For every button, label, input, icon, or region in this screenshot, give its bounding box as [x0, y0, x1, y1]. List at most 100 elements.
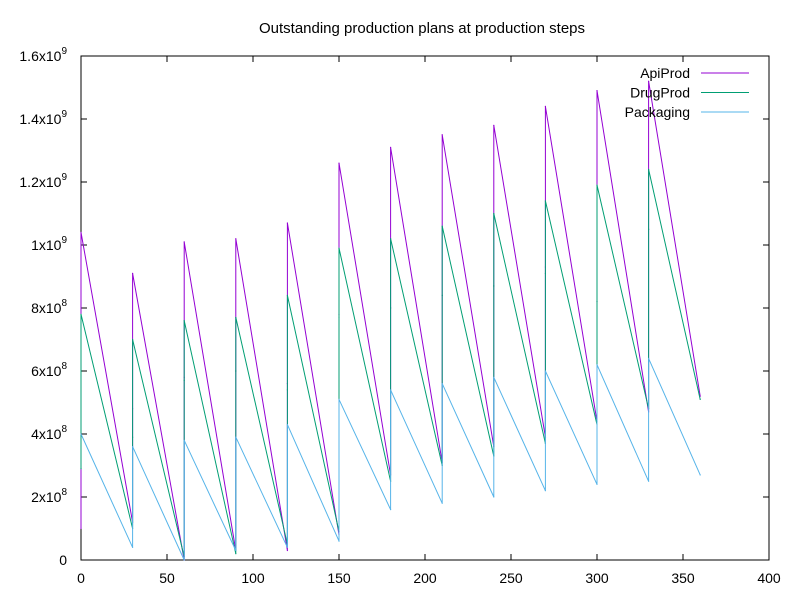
data-point: [648, 80, 650, 82]
data-point: [286, 294, 288, 296]
y-tick-exponent: 9: [61, 109, 67, 120]
y-tick-mantissa: 1.2x10: [19, 174, 61, 190]
legend-item-packaging: Packaging: [625, 104, 749, 120]
y-tick-mantissa: 2x10: [31, 489, 62, 505]
axis-ticks: 0 50 100 150 200 250 300 350 40002x1084x1086x108…: [19, 46, 781, 586]
data-point: [390, 307, 392, 309]
data-point: [235, 549, 237, 552]
y-tick-exponent: 9: [61, 172, 67, 183]
y-tick-mantissa: 4x10: [31, 426, 62, 442]
data-point: [286, 549, 288, 552]
data-point: [441, 294, 443, 296]
y-tick-label: 1.4x109: [19, 109, 67, 127]
y-tick-exponent: 8: [61, 487, 67, 498]
data-point: [132, 436, 134, 438]
data-point: [235, 316, 237, 319]
data-point: [699, 398, 701, 400]
legend-label: Packaging: [625, 104, 690, 120]
data-point: [286, 389, 288, 391]
y-tick-label: 8x108: [31, 298, 67, 316]
y-tick-mantissa: 6x10: [31, 363, 62, 379]
y-tick-label: 1x109: [31, 235, 67, 253]
y-tick-label: 0: [59, 552, 67, 568]
data-point: [132, 272, 134, 274]
data-point: [544, 200, 547, 202]
x-tick-label: 300: [585, 570, 609, 586]
data-point: [338, 398, 340, 400]
legend-label: DrugProd: [630, 85, 690, 101]
x-tick-label: 350: [671, 570, 695, 586]
y-tick-exponent: 9: [61, 235, 67, 246]
data-point: [132, 446, 134, 448]
data-point: [596, 301, 598, 303]
data-point: [493, 124, 495, 126]
legend-item-drugprod: DrugProd: [630, 85, 749, 101]
data-point: [183, 559, 185, 561]
data-point: [648, 480, 650, 482]
data-point: [544, 370, 547, 372]
y-tick-mantissa: 0: [59, 552, 67, 568]
x-tick-label: 50: [159, 570, 175, 586]
x-tick-label: 200: [413, 570, 437, 586]
data-point: [441, 383, 443, 385]
y-tick-label: 4x108: [31, 424, 67, 442]
x-tick-label: 0: [77, 570, 85, 586]
series-line: [80, 358, 701, 561]
data-point: [390, 238, 392, 240]
y-tick-exponent: 9: [61, 46, 67, 57]
data-point: [286, 222, 288, 224]
y-tick-mantissa: 1x10: [31, 237, 62, 253]
x-tick-label: 250: [499, 570, 523, 586]
data-point: [390, 389, 392, 391]
data-point: [441, 225, 443, 227]
data-point: [235, 370, 237, 372]
series-layer: [80, 80, 701, 561]
data-point: [338, 247, 340, 249]
y-tick-label: 1.6x109: [19, 46, 67, 64]
x-tick-label: 400: [757, 570, 781, 586]
data-point: [338, 316, 340, 319]
data-point: [493, 285, 495, 287]
y-tick-exponent: 8: [61, 298, 67, 309]
data-point: [235, 436, 237, 438]
data-point: [183, 241, 185, 243]
x-tick-label: 100: [241, 570, 265, 586]
data-point: [493, 496, 495, 498]
x-tick-label: 150: [327, 570, 351, 586]
data-point: [648, 357, 650, 359]
data-point: [390, 146, 392, 148]
data-point: [648, 168, 650, 170]
y-tick-mantissa: 1.4x10: [19, 111, 61, 127]
legend-item-apiprod: ApiProd: [640, 65, 749, 81]
data-point: [80, 527, 82, 530]
y-tick-label: 1.2x109: [19, 172, 67, 190]
data-point: [183, 439, 185, 441]
data-point: [235, 553, 237, 555]
y-tick-mantissa: 1.6x10: [19, 48, 61, 64]
data-point: [286, 546, 288, 549]
data-point: [441, 502, 443, 504]
y-tick-label: 6x108: [31, 361, 67, 379]
data-point: [596, 364, 598, 366]
data-point: [596, 483, 598, 485]
series-packaging: [80, 357, 701, 561]
data-point: [183, 320, 185, 322]
y-tick-label: 2x108: [31, 487, 67, 505]
data-point: [80, 313, 82, 315]
data-point: [390, 509, 392, 511]
chart-title: Outstanding production plans at producti…: [259, 20, 585, 37]
data-point: [286, 423, 288, 426]
y-tick-exponent: 8: [61, 361, 67, 372]
y-tick-exponent: 8: [61, 424, 67, 435]
data-point: [648, 228, 650, 230]
data-point: [80, 433, 82, 435]
data-point: [493, 212, 495, 215]
data-point: [544, 105, 547, 107]
y-tick-mantissa: 8x10: [31, 300, 62, 316]
legend: ApiProd DrugProd Packaging: [625, 65, 749, 120]
data-point: [338, 540, 340, 542]
data-point: [235, 238, 237, 240]
data-point: [80, 468, 82, 470]
data-point: [544, 272, 547, 274]
data-point: [544, 490, 547, 492]
